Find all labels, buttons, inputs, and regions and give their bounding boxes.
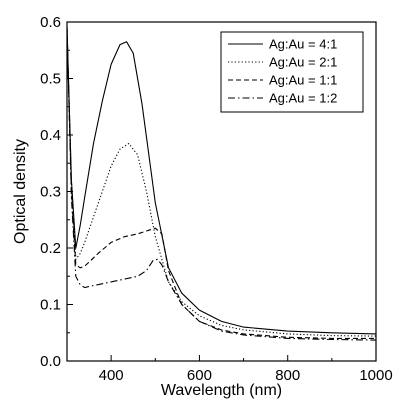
- x-tick-label: 400: [99, 367, 124, 384]
- series-line-3: [67, 27, 376, 339]
- legend-label-2: Ag:Au = 2:1: [269, 55, 337, 70]
- legend-label-3: Ag:Au = 1:1: [269, 73, 337, 88]
- y-tick-label: 0.6: [40, 14, 61, 31]
- legend-label-1: Ag:Au = 4:1: [269, 37, 337, 52]
- x-axis-ticks: 400 600 800 1000: [66, 355, 393, 384]
- y-axis-title: Optical density: [12, 139, 29, 244]
- y-axis-ticks: 0.0 0.1 0.2 0.3 0.4 0.5 0.6: [40, 14, 73, 370]
- legend-box: [220, 31, 364, 113]
- x-tick-label: 600: [187, 367, 212, 384]
- series-line-2: [67, 27, 376, 337]
- legend: Ag:Au = 4:1 Ag:Au = 2:1 Ag:Au = 1:1 Ag:Au =…: [220, 31, 364, 113]
- series-line-4: [67, 27, 376, 341]
- y-tick-label: 0.4: [40, 127, 61, 144]
- y-tick-label: 0.5: [40, 71, 61, 88]
- y-tick-label: 0.0: [40, 353, 61, 370]
- y-tick-label: 0.2: [40, 240, 61, 257]
- y-tick-label: 0.1: [40, 297, 61, 314]
- series-line-1: [67, 27, 376, 335]
- x-tick-label: 800: [275, 367, 300, 384]
- x-tick-label: 1000: [359, 367, 392, 384]
- x-axis-title: Wavelength (nm): [161, 382, 282, 399]
- legend-label-4: Ag:Au = 1:2: [269, 91, 337, 106]
- y-tick-label: 0.3: [40, 184, 61, 201]
- plot-lines: [67, 27, 376, 341]
